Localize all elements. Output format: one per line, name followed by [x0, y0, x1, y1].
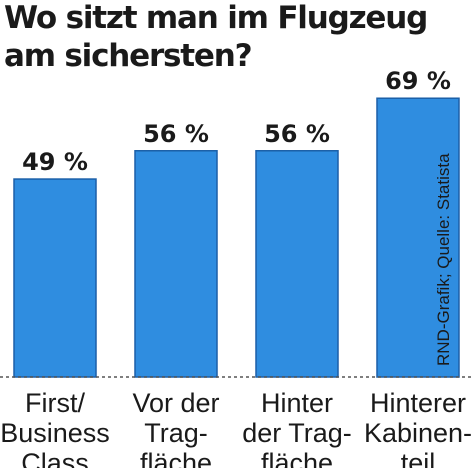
labels-group: 49 % First/Business Class 56 % Vor der Trag-f…: [0, 67, 472, 468]
category-label-line: First/: [25, 388, 85, 418]
category-label-line: Hinter: [261, 388, 333, 418]
category-label-hinterer-kabinenteil: Hinterer Kabinen-teil: [364, 388, 472, 468]
category-label-vor-der-tragfl-che: Vor der Trag-fläche: [132, 388, 219, 468]
category-label-line: der Trag-: [242, 418, 352, 448]
category-label-line: Vor der: [132, 388, 219, 418]
bar-hinter-der-tragfl-che: [255, 150, 339, 378]
bar-first-business-class: [13, 178, 97, 378]
value-label-vor-der-tragfl-che: 56 %: [143, 120, 209, 148]
category-label-line: Trag-: [144, 418, 208, 448]
bar-vor-der-tragfl-che: [134, 150, 218, 378]
chart-title-line-2: am sichersten?: [4, 38, 253, 74]
value-label-first-business-class: 49 %: [22, 148, 88, 176]
category-label-first-business-class: First/Business Class: [0, 388, 110, 468]
category-label-line: Hinterer: [370, 388, 466, 418]
bar-hinterer-kabinenteil: [376, 97, 460, 378]
category-label-line: fläche: [261, 448, 333, 468]
category-label-hinter-der-tragfl-che: Hinter der Trag-fläche: [242, 388, 352, 468]
source-note: RND-Grafik; Quelle: Statista: [434, 153, 453, 366]
chart-title-line-1: Wo sitzt man im Flugzeug: [4, 0, 428, 36]
category-label-line: Class: [21, 448, 89, 468]
bars-group: [13, 97, 460, 378]
category-label-line: Business: [0, 418, 110, 448]
value-label-hinterer-kabinenteil: 69 %: [385, 67, 451, 95]
category-label-line: Kabinen-: [364, 418, 472, 448]
category-label-line: teil: [401, 448, 436, 468]
value-label-hinter-der-tragfl-che: 56 %: [264, 120, 330, 148]
category-label-line: fläche: [140, 448, 212, 468]
